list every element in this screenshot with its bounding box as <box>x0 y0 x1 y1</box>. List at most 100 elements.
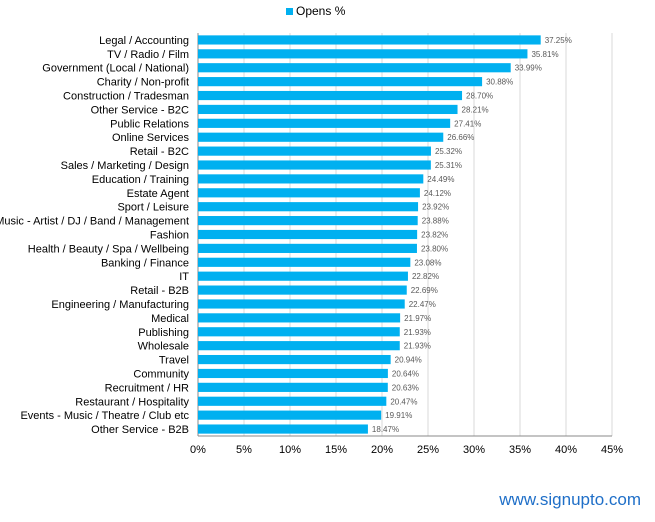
category-label: Other Service - B2C <box>91 104 189 116</box>
bar <box>198 410 382 420</box>
category-label: Medical <box>151 313 189 325</box>
data-label: 20.64% <box>392 369 419 378</box>
bar <box>198 299 405 309</box>
category-label: Publishing <box>138 327 189 339</box>
category-label: Community <box>133 368 189 380</box>
data-label: 26.66% <box>447 133 474 142</box>
data-label: 35.81% <box>531 50 558 59</box>
category-label: Music - Artist / DJ / Band / Management <box>0 216 189 228</box>
category-label: Health / Beauty / Spa / Wellbeing <box>28 243 189 255</box>
data-label: 30.88% <box>486 78 513 87</box>
bar <box>198 216 418 226</box>
bar <box>198 368 388 379</box>
category-label: Sales / Marketing / Design <box>61 160 189 172</box>
bar <box>198 202 419 212</box>
bar <box>198 146 431 156</box>
data-label: 23.82% <box>421 231 448 240</box>
x-tick-label: 25% <box>417 444 439 456</box>
category-label: IT <box>179 271 189 283</box>
bar <box>198 90 463 101</box>
footer-url[interactable]: www.signupto.com <box>499 490 641 509</box>
x-tick-label: 45% <box>601 444 623 456</box>
category-label: Fashion <box>150 230 189 242</box>
category-label: Engineering / Manufacturing <box>51 299 189 311</box>
bar <box>198 188 420 198</box>
bar <box>198 396 387 406</box>
category-label: Estate Agent <box>127 188 189 200</box>
category-label: Legal / Accounting <box>99 35 189 47</box>
bar <box>198 424 368 434</box>
x-tick-label: 30% <box>463 444 485 456</box>
category-label: Charity / Non-profit <box>97 77 189 89</box>
bar <box>198 104 458 115</box>
x-tick-label: 5% <box>236 444 252 456</box>
bar <box>198 382 388 392</box>
data-label: 23.08% <box>414 258 441 267</box>
data-label: 23.80% <box>421 244 448 253</box>
x-tick-label: 15% <box>325 444 347 456</box>
data-label: 24.49% <box>427 175 454 184</box>
category-label: Wholesale <box>138 341 189 353</box>
data-label: 27.41% <box>454 119 481 128</box>
bar <box>198 327 400 337</box>
data-label: 18.47% <box>372 425 399 434</box>
bar <box>198 285 407 295</box>
data-label: 28.21% <box>462 105 489 114</box>
legend-swatch <box>286 7 293 15</box>
data-label: 22.47% <box>409 300 436 309</box>
category-label: Construction / Tradesman <box>63 91 189 103</box>
data-label: 33.99% <box>515 64 542 73</box>
category-label: Government (Local / National) <box>42 63 189 75</box>
bar <box>198 354 391 365</box>
bar <box>198 63 511 73</box>
data-label: 37.25% <box>545 36 572 45</box>
x-tick-label: 0% <box>190 444 206 456</box>
bar <box>198 257 411 267</box>
category-label: TV / Radio / Film <box>107 49 189 61</box>
x-tick-label: 10% <box>279 444 301 456</box>
data-label: 25.31% <box>435 161 462 170</box>
data-label: 19.91% <box>385 411 412 420</box>
legend-label: Opens % <box>296 4 346 18</box>
x-tick-label: 40% <box>555 444 577 456</box>
data-label: 20.47% <box>390 397 417 406</box>
x-tick-label: 20% <box>371 444 393 456</box>
category-label: Education / Training <box>92 174 189 186</box>
category-label: Other Service - B2B <box>91 424 189 436</box>
data-label: 21.93% <box>404 328 431 337</box>
category-label: Sport / Leisure <box>117 202 189 214</box>
category-label: Online Services <box>112 132 190 144</box>
category-label: Recruitment / HR <box>105 382 189 394</box>
bar <box>198 229 418 240</box>
category-label: Travel <box>159 355 189 367</box>
legend: Opens % <box>286 4 345 18</box>
bar <box>198 49 528 59</box>
bar <box>198 341 400 351</box>
bar <box>198 77 483 87</box>
bar <box>198 132 444 142</box>
data-label: 21.93% <box>404 342 431 351</box>
category-label: Retail - B2C <box>130 146 189 158</box>
bar <box>198 313 401 323</box>
data-label: 22.82% <box>412 272 439 281</box>
data-label: 23.92% <box>422 203 449 212</box>
data-label: 21.97% <box>404 314 431 323</box>
data-label: 24.12% <box>424 189 451 198</box>
bar <box>198 35 541 45</box>
bar <box>198 243 417 253</box>
data-label: 20.63% <box>392 383 419 392</box>
bar <box>198 271 408 281</box>
bar <box>198 174 424 184</box>
category-label: Restaurant / Hospitality <box>75 396 189 408</box>
category-label: Retail - B2B <box>130 285 189 297</box>
data-label: 25.32% <box>435 147 462 156</box>
category-label: Banking / Finance <box>101 257 189 269</box>
data-label: 20.94% <box>395 356 422 365</box>
bar <box>198 160 431 170</box>
data-label: 23.88% <box>422 217 449 226</box>
x-tick-label: 35% <box>509 444 531 456</box>
category-label: Public Relations <box>110 118 189 130</box>
data-label: 28.70% <box>466 92 493 101</box>
category-label: Events - Music / Theatre / Club etc <box>20 410 189 422</box>
